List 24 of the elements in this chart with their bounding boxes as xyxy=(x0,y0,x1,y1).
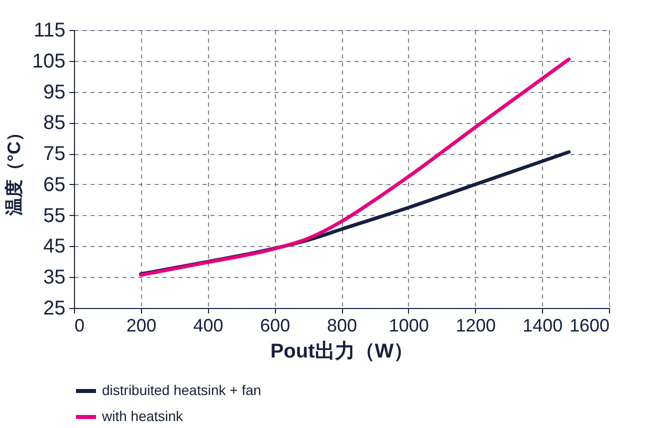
x-axis-title: Pout出力（W） xyxy=(270,340,414,362)
x-tick-label: 1600 xyxy=(569,316,610,336)
y-tick-label: 105 xyxy=(32,50,66,72)
y-tick-label: 65 xyxy=(43,174,66,196)
y-tick-label: 95 xyxy=(43,81,66,104)
line-series xyxy=(139,58,571,277)
y-tick-label: 35 xyxy=(43,266,66,289)
y-tick-label: 85 xyxy=(43,112,66,134)
x-tick-label: 0 xyxy=(74,316,85,336)
x-tick-label: 200 xyxy=(126,316,156,336)
x-tick-label: 400 xyxy=(193,316,224,336)
legend-label: distribuited heatsink + fan xyxy=(102,382,262,398)
x-tick-label: 800 xyxy=(326,316,358,336)
y-tick-label: 45 xyxy=(43,236,66,258)
x-tick-label: 600 xyxy=(260,316,290,336)
x-tick-label: 1000 xyxy=(388,316,429,336)
y-tick-label: 75 xyxy=(43,143,66,166)
y-tick-label: 55 xyxy=(43,204,66,227)
y-tick-label: 115 xyxy=(34,20,66,42)
x-tick-label: 1200 xyxy=(456,316,496,336)
y-axis-title: 温度（°C） xyxy=(4,123,24,217)
legend-label: with heatsink xyxy=(101,408,184,424)
y-tick-label: 25 xyxy=(43,298,66,320)
x-tick-label: 1400 xyxy=(522,316,563,336)
